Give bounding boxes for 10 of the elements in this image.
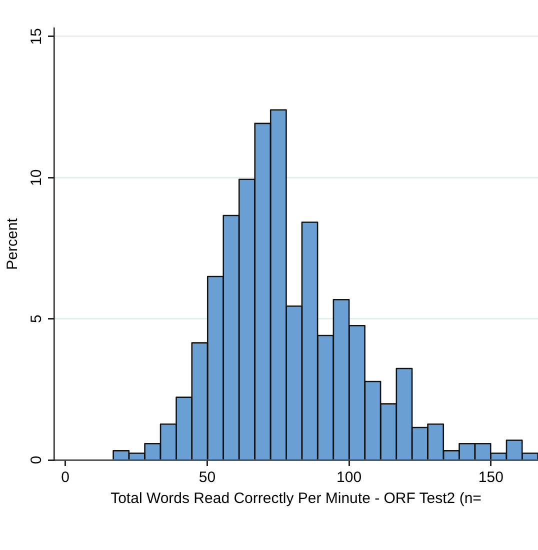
y-tick-label: 5: [28, 314, 45, 323]
x-tick-label: 50: [198, 469, 216, 486]
x-tick-label: 150: [478, 469, 504, 486]
y-tick-label: 10: [28, 169, 45, 186]
y-tick-label: 15: [28, 28, 45, 45]
x-tick-label: 0: [61, 469, 70, 486]
x-tick-label: 100: [336, 469, 362, 486]
y-tick-label: 0: [28, 456, 45, 464]
y-axis-title: Percent: [4, 217, 22, 270]
x-axis-title: Total Words Read Correctly Per Minute - ORF Test2 (n=: [110, 490, 482, 508]
